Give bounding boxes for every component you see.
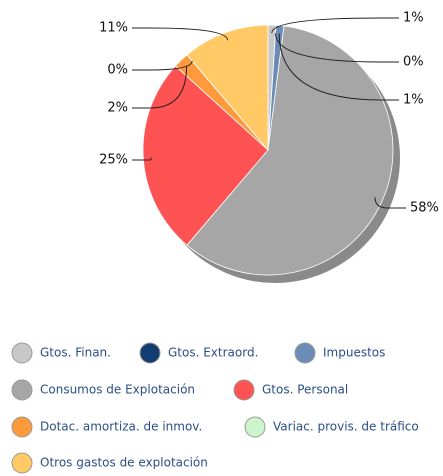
legend: Gtos. Finan. Gtos. Extraord. Impuestos Cons…	[11, 342, 419, 474]
data-label: 1%	[403, 11, 424, 26]
legend-swatch	[11, 342, 33, 364]
data-label: 11%	[99, 21, 128, 36]
legend-swatch	[233, 379, 255, 401]
legend-label: Variac. provis. de tráfico	[273, 420, 419, 434]
data-label: 0%	[403, 55, 424, 70]
legend-swatch	[11, 379, 33, 401]
data-label: 58%	[410, 201, 439, 216]
leader-line	[132, 60, 193, 71]
legend-swatch	[139, 342, 161, 364]
pie-slice	[186, 25, 394, 276]
leader-line	[132, 157, 152, 161]
legend-label: Consumos de Explotación	[40, 383, 195, 397]
legend-label: Gtos. Extraord.	[168, 346, 258, 360]
legend-label: Gtos. Finan.	[40, 346, 111, 360]
leader-line	[278, 33, 399, 101]
legend-swatch	[11, 452, 33, 474]
data-label: 25%	[99, 153, 128, 168]
legend-swatch	[11, 416, 33, 438]
data-label: 0%	[107, 63, 128, 78]
leader-line	[132, 65, 188, 109]
pie-slice	[186, 24, 269, 152]
legend-label: Impuestos	[323, 346, 385, 360]
legend-label: Dotac. amortiza. de inmov.	[40, 420, 202, 434]
leader-line	[274, 33, 399, 63]
leader-line	[132, 27, 229, 41]
leader-line	[374, 197, 406, 209]
leader-line	[271, 17, 399, 34]
data-label: 1%	[403, 93, 424, 108]
legend-label: Otros gastos de explotación	[40, 456, 208, 470]
legend-swatch	[294, 342, 316, 364]
legend-swatch	[244, 416, 266, 438]
data-label: 2%	[107, 101, 128, 116]
pie-slice	[142, 65, 269, 246]
legend-label: Gtos. Personal	[262, 383, 348, 397]
